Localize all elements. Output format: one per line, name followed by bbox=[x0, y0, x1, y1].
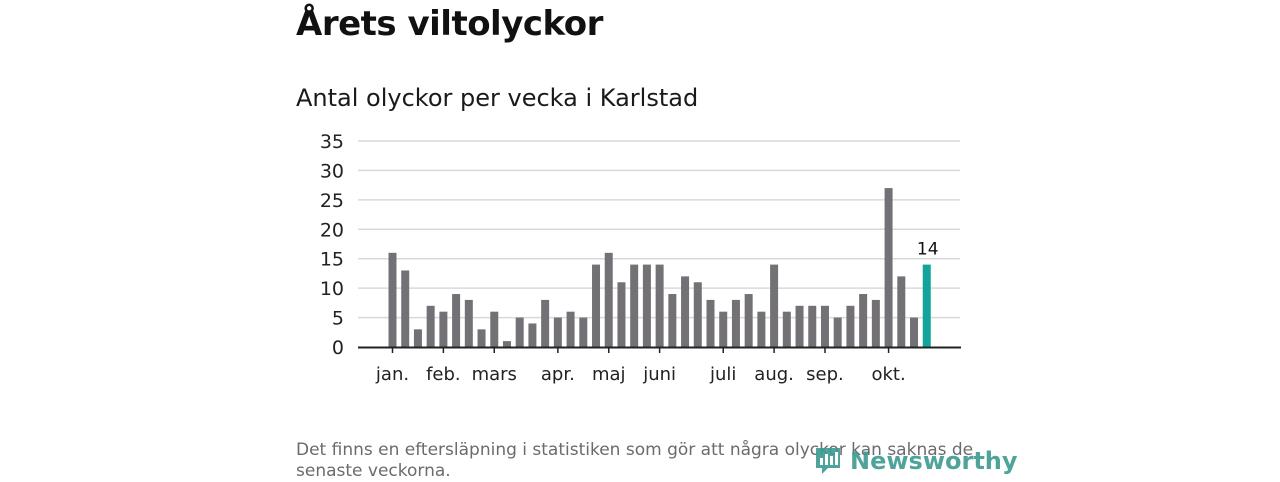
bar bbox=[668, 294, 677, 347]
brand-name: Newsworthy bbox=[850, 447, 1018, 475]
bar bbox=[808, 305, 817, 347]
bar bbox=[693, 282, 702, 347]
bar bbox=[630, 264, 639, 347]
data-labels: 14 bbox=[917, 240, 939, 260]
bar bbox=[897, 276, 906, 347]
bar bbox=[655, 264, 664, 347]
bar bbox=[731, 299, 740, 347]
x-tick-label: feb. bbox=[426, 364, 461, 385]
chart-subtitle: Antal olyckor per vecka i Karlstad bbox=[296, 84, 699, 112]
bar bbox=[515, 317, 524, 347]
bar bbox=[833, 317, 842, 347]
bars bbox=[388, 188, 931, 347]
bar bbox=[770, 264, 779, 347]
bar bbox=[528, 323, 537, 347]
bar bbox=[553, 317, 562, 347]
x-tick-label: mars bbox=[472, 364, 517, 385]
y-tick-label: 0 bbox=[332, 337, 344, 359]
bar bbox=[464, 299, 473, 347]
bar bbox=[795, 305, 804, 347]
current-week-value-label: 14 bbox=[917, 240, 939, 260]
bar bbox=[502, 341, 511, 347]
bar bbox=[541, 299, 550, 347]
bar bbox=[706, 299, 715, 347]
y-tick-label: 15 bbox=[320, 249, 344, 271]
x-tick-label: maj bbox=[592, 364, 626, 385]
bar bbox=[744, 294, 753, 347]
y-tick-label: 20 bbox=[320, 219, 344, 241]
y-tick-label: 5 bbox=[332, 308, 344, 330]
bar bbox=[884, 188, 893, 347]
bar bbox=[579, 317, 588, 347]
footnote: Det finns en eftersläpning i statistiken… bbox=[296, 440, 974, 481]
bar bbox=[871, 299, 880, 347]
x-tick-label: aug. bbox=[754, 364, 794, 385]
bar bbox=[617, 282, 626, 347]
bar bbox=[757, 311, 766, 347]
y-tick-label: 10 bbox=[320, 278, 344, 300]
bar bbox=[820, 305, 829, 347]
bar bbox=[846, 305, 855, 347]
bar bbox=[604, 252, 613, 347]
bar bbox=[426, 305, 435, 347]
bar bbox=[642, 264, 651, 347]
bar-current-week bbox=[922, 264, 931, 347]
bar bbox=[566, 311, 575, 347]
y-tick-label: 30 bbox=[320, 160, 344, 182]
x-tick-label: juni bbox=[642, 364, 676, 385]
x-tick-label: juli bbox=[709, 364, 736, 385]
x-tick-label: sep. bbox=[806, 364, 844, 385]
bar bbox=[910, 317, 919, 347]
bar bbox=[859, 294, 868, 347]
bar bbox=[439, 311, 448, 347]
bar bbox=[452, 294, 461, 347]
bar bbox=[681, 276, 690, 347]
bar bbox=[388, 252, 397, 347]
chart-title: Årets viltolyckor bbox=[296, 4, 603, 44]
bar bbox=[413, 329, 422, 347]
y-tick-label: 35 bbox=[320, 131, 344, 153]
x-tick-label: okt. bbox=[871, 364, 905, 385]
bar bbox=[719, 311, 728, 347]
bar bbox=[782, 311, 791, 347]
bar bbox=[592, 264, 601, 347]
bar bbox=[401, 270, 410, 347]
x-tick-label: apr. bbox=[541, 364, 575, 385]
newsworthy-logo-icon bbox=[816, 448, 840, 474]
x-axis-ticks: jan. feb. mars apr. maj juni juli aug. sep. okt. bbox=[375, 347, 906, 385]
y-axis-ticks: 0 5 10 15 20 25 30 35 bbox=[320, 131, 344, 359]
brand-logo: Newsworthy bbox=[814, 446, 1018, 476]
bar bbox=[477, 329, 486, 347]
bar bbox=[490, 311, 499, 347]
x-tick-label: jan. bbox=[375, 364, 409, 385]
y-tick-label: 25 bbox=[320, 190, 344, 212]
